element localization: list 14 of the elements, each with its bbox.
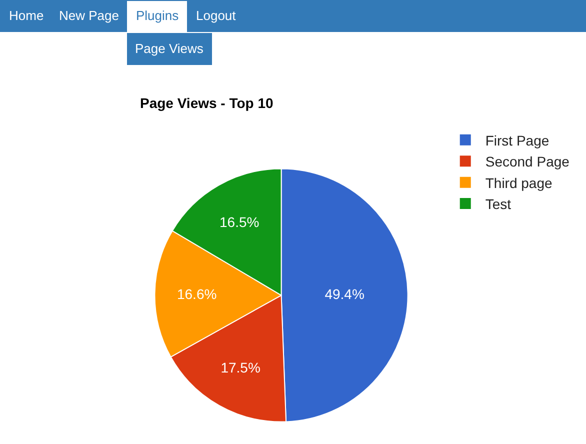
legend-label: Third page [485, 174, 553, 191]
data-label: 49.4% [324, 286, 364, 302]
legend-label: Test [485, 196, 512, 212]
text: New Page [59, 8, 119, 23]
chart-title: Page Views - Top 10 [140, 94, 274, 111]
legend-label: Second Page [485, 154, 570, 170]
text: Logout [196, 8, 236, 23]
text: Home [9, 8, 44, 23]
data-label: 16.5% [220, 214, 260, 230]
text: Plugins [136, 8, 180, 23]
text: Page Views [135, 41, 204, 56]
data-label: 17.5% [220, 360, 260, 376]
legend-label: First Page [485, 132, 550, 148]
data-label: 16.6% [176, 286, 217, 302]
